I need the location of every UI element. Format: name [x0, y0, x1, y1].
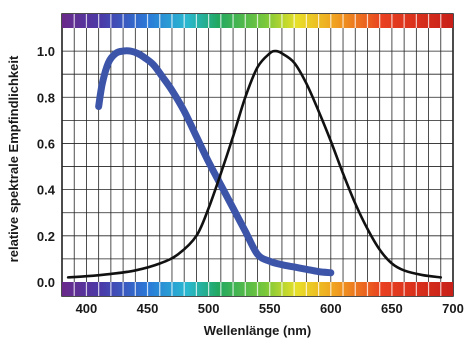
- x-tick-label: 450: [137, 301, 159, 316]
- grid: [62, 28, 453, 282]
- plot-area: [66, 47, 443, 279]
- y-tick-label: 0.8: [37, 90, 55, 105]
- y-tick-label: 0.4: [37, 183, 56, 198]
- y-tick-label: 0.2: [37, 229, 55, 244]
- x-tick-label: 600: [320, 301, 342, 316]
- x-tick-label: 500: [198, 301, 220, 316]
- x-tick-label: 650: [381, 301, 403, 316]
- x-tick-label: 700: [442, 301, 464, 316]
- x-tick-label: 400: [76, 301, 98, 316]
- y-tick-label: 0.6: [37, 136, 55, 151]
- y-tick-label: 1.0: [37, 44, 55, 59]
- y-axis-title: relative spektrale Empfindlichkeit: [6, 55, 21, 262]
- series-line-1: [95, 47, 335, 277]
- x-tick-label: 550: [259, 301, 281, 316]
- x-axis-title: Wellenlänge (nm): [204, 323, 311, 338]
- y-tick-label: 0.0: [37, 275, 55, 290]
- series-line-2: [66, 49, 443, 279]
